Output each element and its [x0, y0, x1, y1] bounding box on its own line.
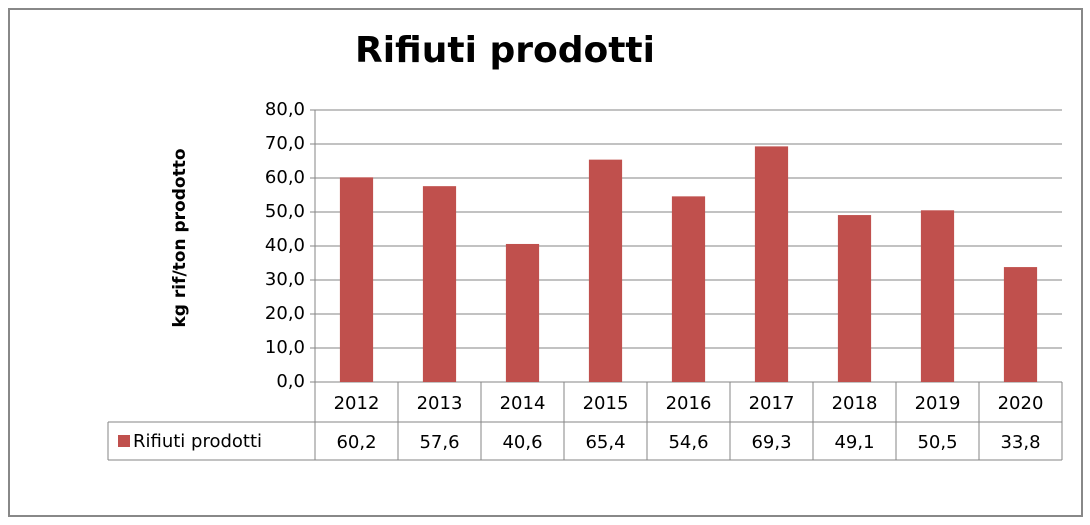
x-tick-label: 2012: [334, 393, 380, 414]
y-tick-label: 40,0: [265, 235, 305, 256]
y-tick-label: 80,0: [265, 99, 305, 120]
table-value: 60,2: [336, 432, 376, 453]
y-tick-label: 20,0: [265, 303, 305, 324]
legend-label: Rifiuti prodotti: [133, 431, 262, 452]
bar: [1003, 267, 1038, 382]
y-axis-label: kg rif/ton prodotto: [170, 148, 190, 327]
bar: [671, 196, 706, 382]
x-tick-label: 2016: [666, 393, 712, 414]
table-value: 33,8: [1000, 432, 1040, 453]
bar: [837, 215, 872, 382]
table-value: 54,6: [668, 432, 708, 453]
bar: [588, 159, 623, 382]
bar: [422, 186, 457, 382]
x-tick-label: 2019: [915, 393, 961, 414]
table-value: 49,1: [834, 432, 874, 453]
y-tick-label: 60,0: [265, 167, 305, 188]
bar: [339, 177, 374, 382]
table-value: 40,6: [502, 432, 542, 453]
x-tick-label: 2020: [998, 393, 1044, 414]
table-value: 65,4: [585, 432, 625, 453]
bar: [754, 146, 789, 382]
bar: [920, 210, 955, 382]
y-tick-label: 70,0: [265, 133, 305, 154]
bar: [505, 243, 540, 382]
x-tick-label: 2018: [832, 393, 878, 414]
y-tick-label: 30,0: [265, 269, 305, 290]
chart-title: Rifiuti prodotti: [355, 30, 655, 71]
y-tick-label: 50,0: [265, 201, 305, 222]
x-tick-label: 2013: [417, 393, 463, 414]
x-tick-label: 2014: [500, 393, 546, 414]
x-tick-label: 2017: [749, 393, 795, 414]
x-tick-label: 2015: [583, 393, 629, 414]
chart-border: [8, 8, 1083, 517]
legend-swatch: [118, 435, 130, 447]
y-tick-label: 0,0: [276, 371, 305, 392]
table-value: 50,5: [917, 432, 957, 453]
table-value: 69,3: [751, 432, 791, 453]
y-tick-label: 10,0: [265, 337, 305, 358]
table-value: 57,6: [419, 432, 459, 453]
